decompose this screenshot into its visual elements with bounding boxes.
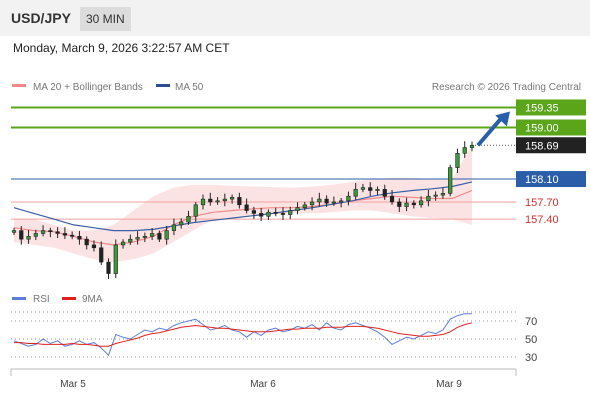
candle-body xyxy=(398,202,402,207)
level-label: 159.00 xyxy=(525,123,559,135)
candle-body xyxy=(448,168,452,194)
candle-body xyxy=(114,245,118,274)
candle-body xyxy=(281,213,285,214)
candle-body xyxy=(259,213,263,216)
candle-body xyxy=(150,233,154,236)
forecast-arrow-shaft xyxy=(478,117,502,145)
legend-swatch-ma50 xyxy=(156,84,170,87)
candle-body xyxy=(12,231,16,233)
candle-body xyxy=(238,197,242,204)
candle-body xyxy=(158,233,162,239)
candle-body xyxy=(208,199,212,202)
candle-body xyxy=(376,189,380,190)
candle-body xyxy=(56,232,60,234)
legend-label-9ma: 9MA xyxy=(82,294,103,305)
candle-body xyxy=(49,231,53,232)
candle-body xyxy=(412,203,416,205)
candle-body xyxy=(252,211,256,214)
candle-body xyxy=(41,231,45,234)
candle-body xyxy=(274,212,278,213)
rsi-tick-label: 50 xyxy=(525,334,537,346)
candle-body xyxy=(172,225,176,231)
source-credit: Research © 2026 Trading Central xyxy=(432,82,581,93)
candle-body xyxy=(85,239,89,245)
candle-body xyxy=(427,196,431,201)
candle-body xyxy=(456,153,460,167)
rsi-tick-label: 70 xyxy=(525,316,537,328)
candle-body xyxy=(332,202,336,203)
candle-body xyxy=(129,239,133,242)
candle-body xyxy=(223,199,227,201)
legend-label-ma20: MA 20 + Bollinger Bands xyxy=(33,82,143,93)
candle-body xyxy=(34,233,38,236)
candle-body xyxy=(303,205,307,208)
current-price-label: 158.69 xyxy=(525,140,559,152)
candle-body xyxy=(288,211,292,215)
candle-body xyxy=(92,245,96,248)
rsi-plot-area: 30 50 70 xyxy=(11,312,537,364)
candle-body xyxy=(70,235,74,236)
price-plot-area: 159.35 159.00 158.10 157.70 157.40 158.69 xyxy=(11,99,586,279)
candle-body xyxy=(405,203,409,206)
candle-body xyxy=(325,199,329,203)
candle-body xyxy=(361,188,365,190)
level-label: 158.10 xyxy=(525,174,559,186)
candle-body xyxy=(463,148,467,154)
candle-body xyxy=(347,196,351,201)
candle-body xyxy=(63,233,67,235)
candle-body xyxy=(354,189,358,196)
legend-label-ma50: MA 50 xyxy=(175,82,204,93)
candle-body xyxy=(201,199,205,205)
bollinger-band xyxy=(14,145,472,262)
candle-body xyxy=(441,193,445,195)
candle-body xyxy=(318,199,322,202)
candle-body xyxy=(368,188,372,191)
candle-body xyxy=(339,201,343,202)
candle-body xyxy=(245,205,249,211)
level-label: 157.40 xyxy=(525,214,559,226)
legend-swatch-ma20 xyxy=(12,84,26,87)
candle-body xyxy=(230,197,234,199)
rsi-tick-label: 30 xyxy=(525,352,537,364)
candle-body xyxy=(383,189,387,196)
candle-body xyxy=(19,231,23,240)
candle-body xyxy=(143,236,147,237)
candle-body xyxy=(419,201,423,205)
candle-body xyxy=(267,212,271,216)
legend-swatch-9ma xyxy=(62,297,76,300)
candle-body xyxy=(310,202,314,205)
candle-body xyxy=(187,216,191,222)
legend-label-rsi: RSI xyxy=(33,294,50,305)
candle-body xyxy=(136,237,140,239)
x-tick-label: Mar 6 xyxy=(250,379,276,390)
candle-body xyxy=(390,196,394,202)
candle-body xyxy=(296,208,300,211)
candle-body xyxy=(470,145,474,147)
legend-swatch-rsi xyxy=(12,297,26,300)
candle-body xyxy=(121,242,125,245)
candle-body xyxy=(107,262,111,273)
x-tick-label: Mar 5 xyxy=(60,379,86,390)
candle-body xyxy=(194,205,198,216)
candle-body xyxy=(179,222,183,225)
level-label: 159.35 xyxy=(525,102,559,114)
candle-body xyxy=(165,231,169,240)
candle-body xyxy=(216,201,220,202)
candle-body xyxy=(434,195,438,196)
candle-body xyxy=(27,236,31,239)
level-label: 157.70 xyxy=(525,197,559,209)
candle-body xyxy=(99,248,103,262)
candle-body xyxy=(78,236,82,239)
x-tick-label: Mar 9 xyxy=(436,379,462,390)
